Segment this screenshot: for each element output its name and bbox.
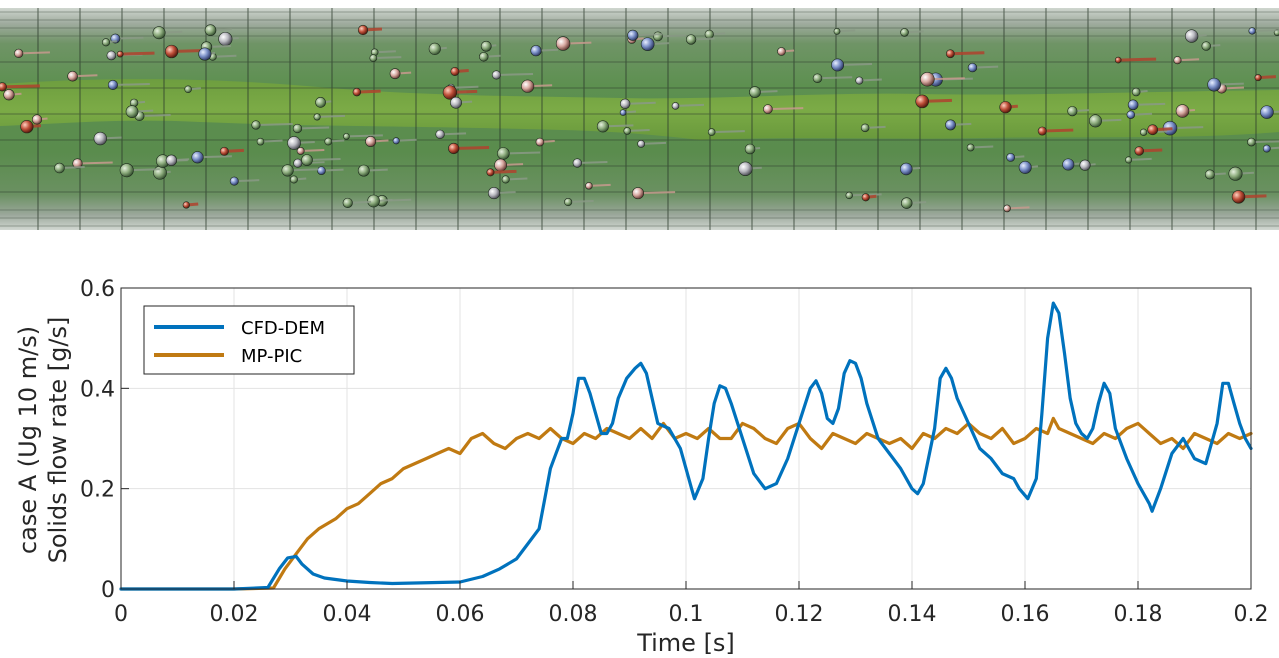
chart: 0 0.02 0.04 0.06 0.08 0.1 0.12 0.14 0.16 0.18 0.2 … — [14, 277, 1269, 657]
series-line-cfd-dem — [119, 301, 1253, 591]
legend-label-cfd-dem: CFD-DEM — [241, 318, 325, 339]
x-tick-label: 0.1 — [669, 602, 704, 627]
x-tick-label: 0.12 — [775, 602, 824, 627]
x-tick-label: 0.06 — [436, 602, 485, 627]
x-tick-label: 0 — [114, 602, 128, 627]
y-tick-label: 0.6 — [80, 277, 115, 302]
y-tick-label: 0.4 — [80, 377, 115, 402]
series-layer — [119, 301, 1253, 591]
x-tick-label: 0.14 — [888, 602, 937, 627]
x-tick-label: 0.04 — [323, 602, 372, 627]
legend-label-mp-pic: MP-PIC — [241, 346, 302, 367]
legend-box — [143, 305, 355, 375]
x-axis: 0 0.02 0.04 0.06 0.08 0.1 0.12 0.14 0.16 0.18 0.2 — [114, 581, 1269, 627]
x-tick-label: 0.08 — [549, 602, 598, 627]
x-tick-label: 0.18 — [1114, 602, 1163, 627]
y-tick-label: 0 — [101, 578, 115, 603]
y-axis-label-line2: Solids flow rate [g/s] — [44, 317, 72, 564]
y-axis: 0 0.2 0.4 0.6 — [80, 277, 129, 603]
y-tick-label: 0.2 — [80, 478, 115, 503]
x-axis-label: Time [s] — [636, 629, 735, 657]
x-tick-label: 0.02 — [210, 602, 259, 627]
x-tick-label: 0.2 — [1234, 602, 1269, 627]
pipe-particle-snapshot-icon — [0, 8, 1279, 230]
series-line-mp-pic — [119, 416, 1253, 591]
legend: CFD-DEM MP-PIC — [143, 305, 355, 375]
y-axis-label-line1: case A (Ug 10 m/s) — [14, 326, 42, 554]
x-tick-label: 0.16 — [1001, 602, 1050, 627]
